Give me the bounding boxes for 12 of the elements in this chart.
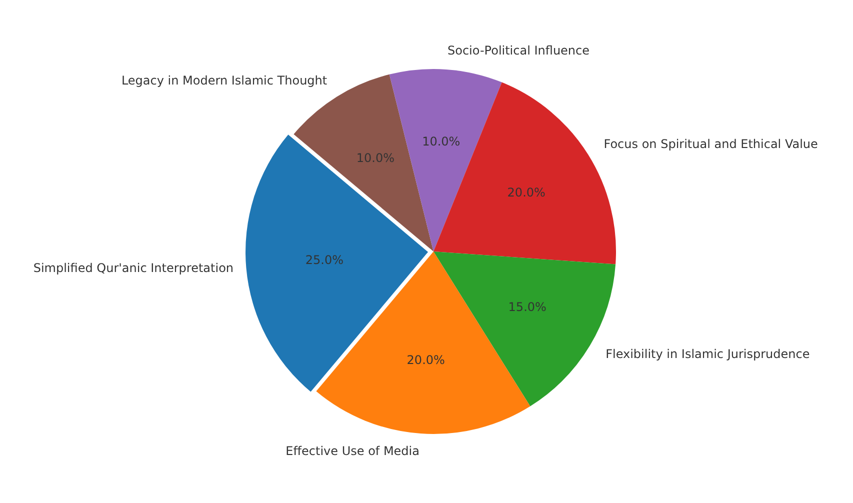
- slice-label: Flexibility in Islamic Jurisprudence: [606, 347, 810, 362]
- data-label: 25.0%: [305, 253, 344, 268]
- slice-label: Socio-Political Influence: [448, 43, 590, 58]
- data-label: 20.0%: [507, 186, 546, 200]
- data-label: 20.0%: [406, 352, 445, 367]
- slice-label: Effective Use of Media: [286, 444, 420, 458]
- data-label: 15.0%: [508, 300, 546, 314]
- data-label: 10.0%: [422, 134, 460, 148]
- slice-label: Legacy in Modern Islamic Thought: [121, 73, 328, 88]
- slice-label: Focus on Spiritual and Ethical Value: [604, 137, 818, 152]
- slice-label: Simplified Qur'anic Interpretation: [33, 261, 234, 276]
- data-label: 10.0%: [356, 150, 395, 165]
